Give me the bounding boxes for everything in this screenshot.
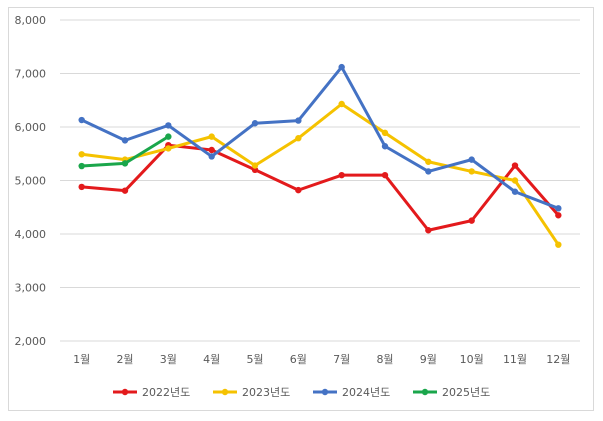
- data-point: [165, 122, 172, 129]
- legend-swatch-marker: [421, 388, 429, 396]
- data-point: [468, 217, 475, 224]
- x-tick-label: 7월: [333, 353, 350, 366]
- x-tick-label: 2월: [116, 353, 133, 366]
- data-point: [511, 188, 519, 195]
- data-point: [338, 63, 345, 71]
- series-line-3: [80, 65, 560, 210]
- data-point: [555, 241, 562, 248]
- x-tick-label: 9월: [420, 353, 437, 366]
- legend-label: 2025년도: [442, 386, 490, 399]
- x-tick-label: 4월: [203, 353, 220, 366]
- y-tick-label: 8,000: [15, 14, 47, 27]
- legend-label: 2024년도: [342, 386, 390, 399]
- y-tick-label: 7,000: [15, 68, 47, 81]
- y-tick-label: 3,000: [15, 282, 47, 295]
- y-tick-label: 6,000: [15, 121, 47, 134]
- data-point: [165, 145, 172, 152]
- data-point: [425, 227, 432, 234]
- data-point: [468, 156, 475, 163]
- x-tick-label: 1월: [73, 353, 90, 366]
- data-point: [295, 135, 302, 142]
- legend-swatch-marker: [321, 388, 329, 396]
- data-point: [121, 160, 129, 167]
- data-point: [338, 100, 345, 108]
- data-point: [121, 187, 129, 194]
- x-tick-label: 11월: [503, 353, 527, 366]
- data-point: [381, 143, 389, 150]
- x-tick-label: 10월: [460, 353, 484, 366]
- y-tick-label: 5,000: [15, 175, 47, 188]
- legend-label: 2022년도: [142, 386, 190, 399]
- x-tick-label: 8월: [376, 353, 393, 366]
- data-point: [78, 183, 85, 191]
- legend-label: 2023년도: [242, 386, 290, 399]
- data-point: [121, 137, 129, 144]
- y-tick-label: 2,000: [15, 335, 47, 348]
- x-tick-label: 6월: [290, 353, 307, 366]
- data-point: [208, 146, 215, 154]
- data-point: [555, 205, 562, 212]
- data-point: [381, 129, 389, 137]
- data-point: [295, 117, 302, 124]
- series-line-2: [80, 102, 560, 247]
- data-point: [425, 158, 432, 165]
- x-tick-label: 12월: [546, 353, 570, 366]
- y-tick-label: 4,000: [15, 228, 47, 241]
- data-point: [78, 116, 85, 124]
- legend-swatch-marker: [121, 388, 129, 396]
- data-point: [425, 168, 432, 175]
- legend-swatch-marker: [221, 388, 229, 396]
- data-point: [338, 171, 345, 179]
- data-point: [208, 153, 215, 160]
- data-point: [511, 177, 519, 184]
- data-point: [468, 168, 475, 175]
- data-point: [381, 171, 389, 179]
- data-point: [78, 151, 85, 158]
- data-point: [251, 120, 259, 127]
- series-line-1: [80, 143, 560, 232]
- data-point: [251, 162, 259, 169]
- data-point: [555, 212, 562, 219]
- x-tick-label: 5월: [246, 353, 263, 366]
- data-point: [78, 162, 85, 170]
- data-point: [295, 186, 302, 194]
- chart-frame: [8, 7, 594, 411]
- x-tick-label: 3월: [160, 353, 177, 366]
- data-point: [511, 162, 519, 169]
- data-point: [165, 133, 172, 140]
- data-point: [208, 133, 215, 140]
